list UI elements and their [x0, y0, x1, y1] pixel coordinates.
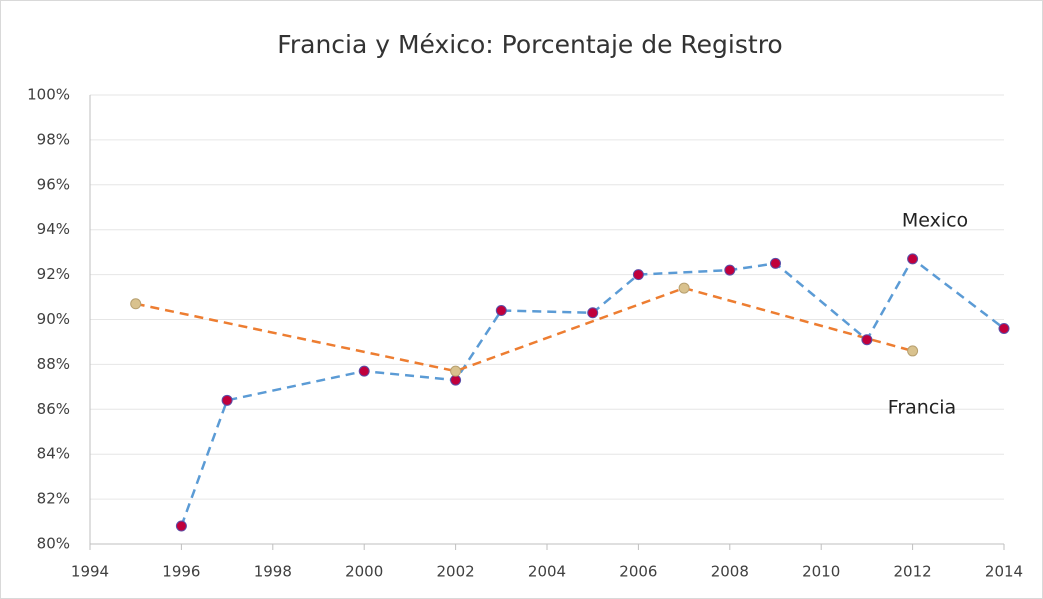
data-point	[724, 264, 736, 276]
chart-title: Francia y México: Porcentaje de Registro	[277, 30, 782, 59]
x-tick-label: 2012	[894, 563, 932, 581]
data-point	[587, 307, 599, 319]
x-tick-label: 2000	[345, 563, 383, 581]
series-label: Mexico	[902, 210, 968, 232]
x-tick-label: 1996	[162, 563, 200, 581]
data-point	[861, 334, 873, 346]
x-tick-label: 2010	[802, 563, 840, 581]
data-point	[450, 365, 462, 377]
data-point	[907, 345, 919, 357]
data-point	[130, 298, 142, 310]
series-label: Francia	[888, 397, 956, 419]
y-tick-label: 88%	[37, 355, 70, 373]
data-point	[770, 257, 781, 269]
y-tick-label: 92%	[37, 265, 70, 283]
data-point	[998, 322, 1010, 334]
y-tick-label: 90%	[37, 310, 70, 328]
y-tick-label: 96%	[37, 175, 70, 193]
y-tick-label: 98%	[37, 130, 70, 148]
x-tick-label: 2004	[528, 563, 566, 581]
data-point	[495, 305, 507, 317]
x-tick-label: 2006	[619, 563, 657, 581]
x-tick-label: 1998	[254, 563, 292, 581]
series-line	[180, 257, 1005, 527]
data-point	[678, 282, 690, 294]
data-point	[632, 269, 644, 281]
x-tick-label: 2002	[437, 563, 475, 581]
y-tick-label: 80%	[37, 535, 70, 553]
data-point	[907, 253, 919, 265]
y-tick-label: 84%	[37, 445, 70, 463]
y-tick-label: 100%	[27, 86, 70, 104]
x-tick-label: 2008	[711, 563, 749, 581]
data-point	[175, 520, 187, 532]
y-tick-label: 82%	[37, 490, 70, 508]
data-point	[358, 365, 370, 377]
y-tick-label: 86%	[37, 400, 70, 418]
x-tick-label: 2014	[985, 563, 1023, 581]
x-tick-label: 1994	[71, 563, 109, 581]
y-tick-label: 94%	[37, 220, 70, 238]
data-point	[221, 394, 233, 406]
